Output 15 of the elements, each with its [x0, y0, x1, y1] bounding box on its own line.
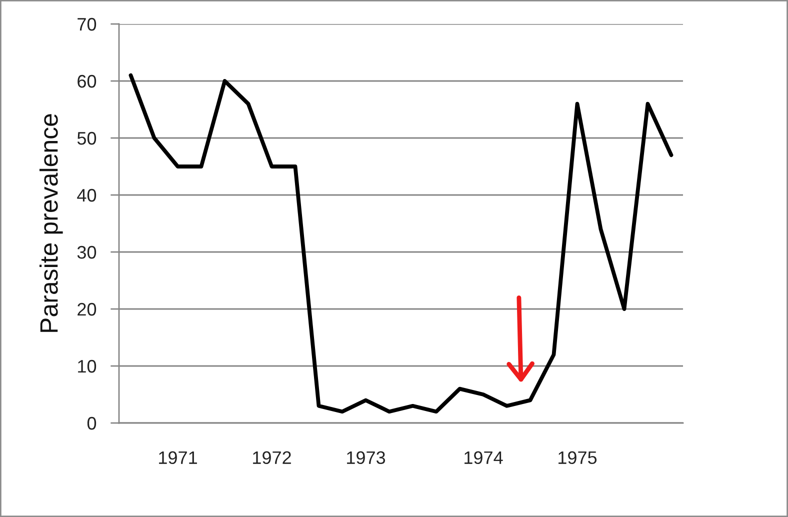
- x-tick-label: 1973: [347, 451, 386, 464]
- y-tick-label: 30: [77, 246, 96, 259]
- line-series: [128, 73, 674, 414]
- x-tick-label: 1971: [159, 451, 197, 464]
- y-tick-label: 50: [77, 132, 96, 145]
- y-tick-label: 20: [78, 302, 96, 316]
- y-tick-label: 10: [78, 360, 96, 373]
- x-tick-label: 1974: [464, 451, 503, 464]
- x-tick-label: 1975: [558, 451, 597, 464]
- y-tick-label: 0: [87, 416, 96, 430]
- x-tick-label: 1972: [253, 451, 291, 464]
- y-tick-label: 60: [78, 74, 96, 88]
- y-tick-label: 70: [78, 18, 96, 31]
- y-axis-title: Parasite prevalence: [40, 114, 63, 332]
- y-tick-label: 40: [77, 188, 96, 202]
